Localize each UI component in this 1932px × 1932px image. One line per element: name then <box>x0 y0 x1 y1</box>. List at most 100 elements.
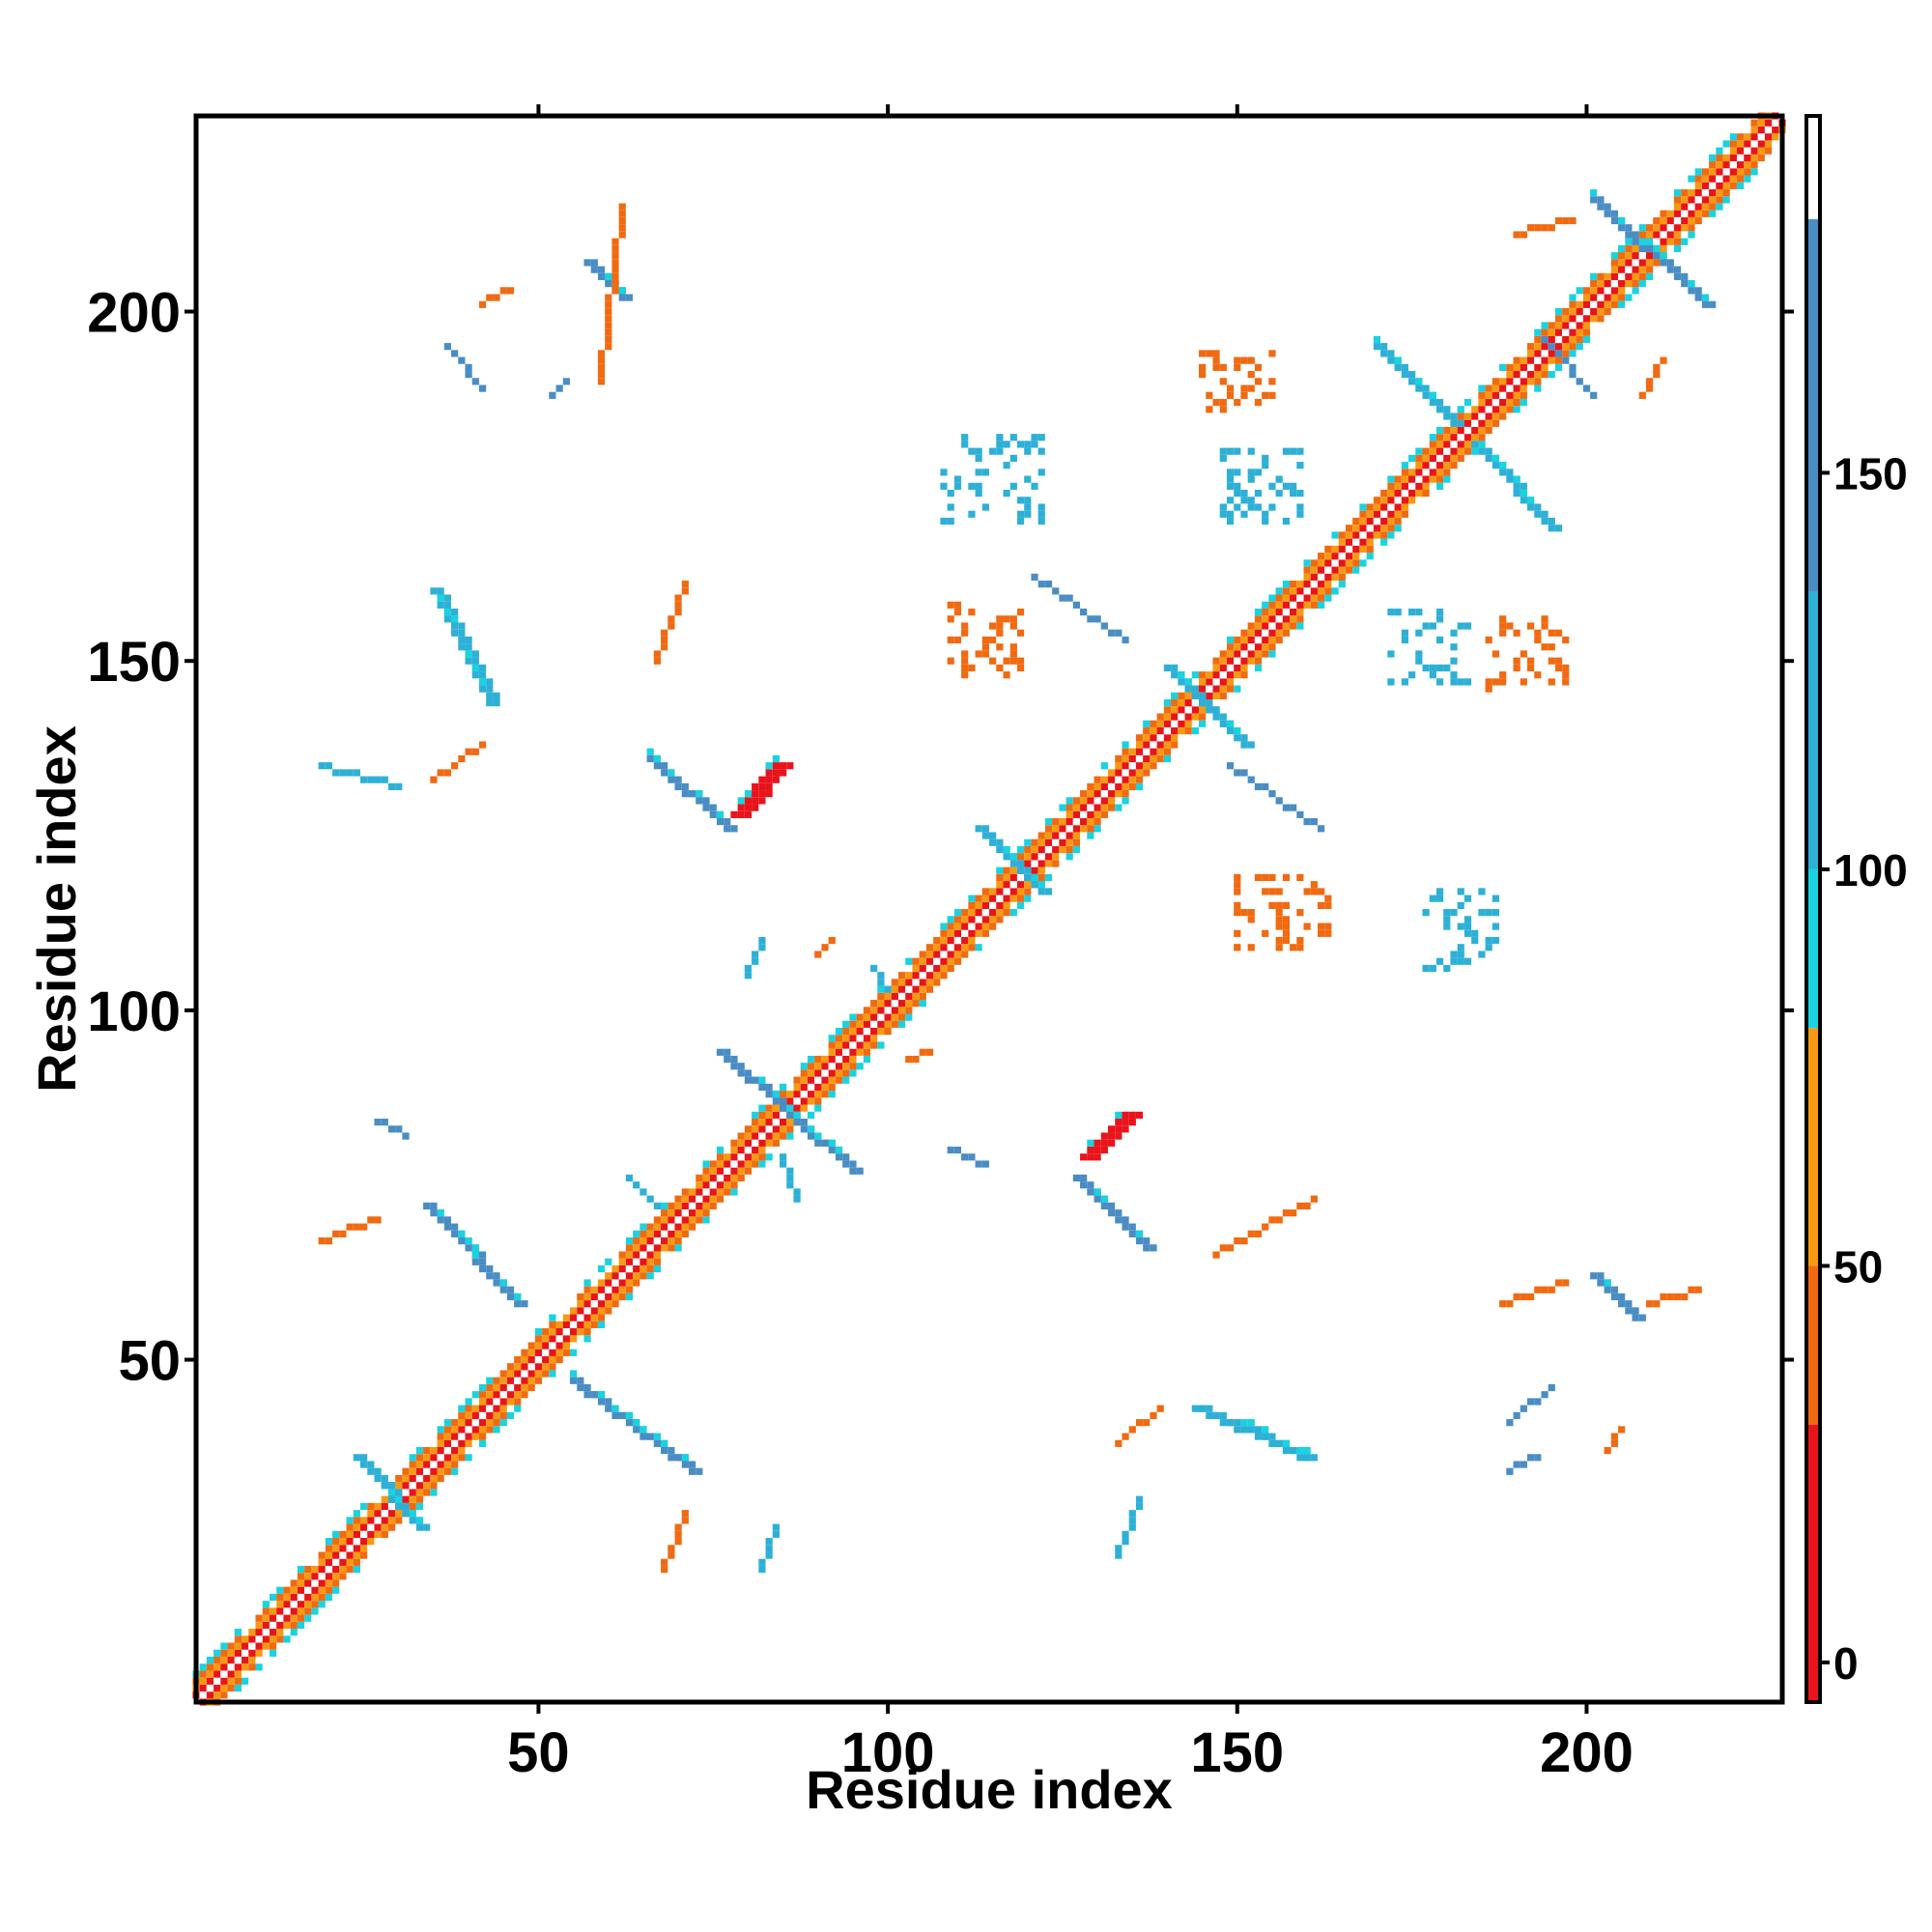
diagonal-cell <box>1206 678 1213 686</box>
diagonal-cell <box>814 1076 822 1084</box>
diagonal-cell <box>1247 629 1255 637</box>
diagonal-cell <box>716 1167 724 1175</box>
diagonal-cell <box>1024 895 1032 902</box>
diagonal-cell <box>1331 559 1339 567</box>
diagonal-cell <box>415 1446 424 1455</box>
contact-cell <box>681 587 689 595</box>
contact-cell <box>1240 497 1248 504</box>
diagonal-cell <box>1744 161 1751 169</box>
diagonal-cell <box>905 992 913 1001</box>
contact-cell <box>765 790 773 798</box>
diagonal-cell <box>1750 126 1758 134</box>
contact-cell <box>814 951 822 958</box>
contact-cell <box>1240 1236 1248 1245</box>
diagonal-cell <box>555 1342 563 1350</box>
contact-cell <box>1115 1209 1122 1217</box>
diagonal-cell <box>1080 810 1088 818</box>
diagonal-cell <box>555 1335 563 1343</box>
diagonal-cell <box>297 1614 305 1622</box>
contact-cell <box>1115 1545 1122 1552</box>
contact-cell <box>793 1119 801 1126</box>
diagonal-cell <box>793 1076 801 1084</box>
contact-cell <box>1024 873 1032 882</box>
diagonal-cell <box>925 964 934 973</box>
diagonal-cell <box>402 1467 410 1475</box>
diagonal-cell <box>653 1223 662 1231</box>
contact-cell <box>1234 929 1241 937</box>
diagonal-cell <box>1128 754 1136 763</box>
diagonal-cell <box>618 1251 626 1259</box>
contact-cell <box>730 1063 738 1070</box>
diagonal-cell <box>1534 335 1542 344</box>
diagonal-cell <box>290 1579 298 1587</box>
contact-cell <box>968 608 976 616</box>
diagonal-cell <box>458 1439 466 1447</box>
contact-cell <box>1443 916 1451 923</box>
diagonal-cell <box>1226 685 1235 693</box>
contact-cell <box>786 1111 794 1119</box>
diagonal-cell <box>353 1538 360 1546</box>
diagonal-cell <box>242 1677 249 1685</box>
diagonal-cell <box>1716 147 1723 155</box>
diagonal-cell <box>709 1181 717 1189</box>
diagonal-cell <box>633 1244 640 1252</box>
contact-cell <box>758 797 766 805</box>
diagonal-cell <box>765 1125 773 1133</box>
diagonal-cell <box>465 1398 472 1406</box>
diagonal-cell <box>744 1139 753 1147</box>
contact-cell <box>1653 244 1661 253</box>
diagonal-cell <box>367 1538 375 1546</box>
diagonal-cell <box>290 1586 298 1594</box>
contact-cell <box>1310 817 1318 826</box>
diagonal-cell <box>451 1467 459 1475</box>
diagonal-cell <box>975 944 982 952</box>
diagonal-cell <box>877 1000 885 1008</box>
contact-cell <box>1247 384 1255 392</box>
diagonal-cell <box>360 1523 368 1531</box>
diagonal-cell <box>842 1048 850 1056</box>
diagonal-cell <box>765 1111 773 1119</box>
diagonal-cell <box>1115 762 1122 770</box>
diagonal-cell <box>653 1258 662 1265</box>
contact-cell <box>1394 356 1402 364</box>
diagonal-cell <box>534 1335 543 1343</box>
contact-cell <box>1275 936 1283 945</box>
diagonal-cell <box>597 1264 606 1273</box>
contact-cell <box>1107 1202 1116 1210</box>
diagonal-cell <box>1757 126 1765 134</box>
diagonal-cell <box>1366 531 1374 539</box>
contact-cell <box>947 657 954 665</box>
contact-cell <box>1262 1433 1269 1440</box>
contact-cell <box>1604 1286 1611 1293</box>
diagonal-cell <box>402 1495 410 1503</box>
diagonal-cell <box>542 1355 550 1364</box>
diagonal-cell <box>611 1264 619 1273</box>
contact-cell <box>1234 873 1241 882</box>
diagonal-cell <box>1401 482 1408 490</box>
diagonal-cell <box>374 1502 382 1511</box>
diagonal-cell <box>499 1383 507 1392</box>
contact-cell <box>478 300 487 308</box>
contact-cell <box>716 1048 724 1056</box>
diagonal-cell <box>353 1523 360 1531</box>
contact-cell <box>465 1244 472 1252</box>
diagonal-cell <box>311 1601 319 1608</box>
diagonal-cell <box>269 1649 277 1657</box>
contact-cell <box>1373 343 1381 351</box>
diagonal-cell <box>590 1307 598 1315</box>
contact-cell <box>1548 629 1555 637</box>
diagonal-cell <box>1352 566 1360 574</box>
diagonal-cell <box>940 929 948 937</box>
diagonal-cell <box>1548 322 1555 329</box>
contact-cell <box>1457 888 1464 895</box>
diagonal-cell <box>863 1020 871 1028</box>
diagonal-cell <box>437 1439 444 1447</box>
diagonal-cell <box>1338 545 1346 554</box>
diagonal-cell <box>242 1642 249 1650</box>
diagonal-cell <box>199 1691 207 1699</box>
diagonal-cell <box>807 1055 815 1064</box>
diagonal-cell <box>1296 594 1304 602</box>
contact-cell <box>758 776 766 783</box>
contact-cell <box>1247 447 1255 455</box>
contact-cell <box>1135 1111 1144 1119</box>
